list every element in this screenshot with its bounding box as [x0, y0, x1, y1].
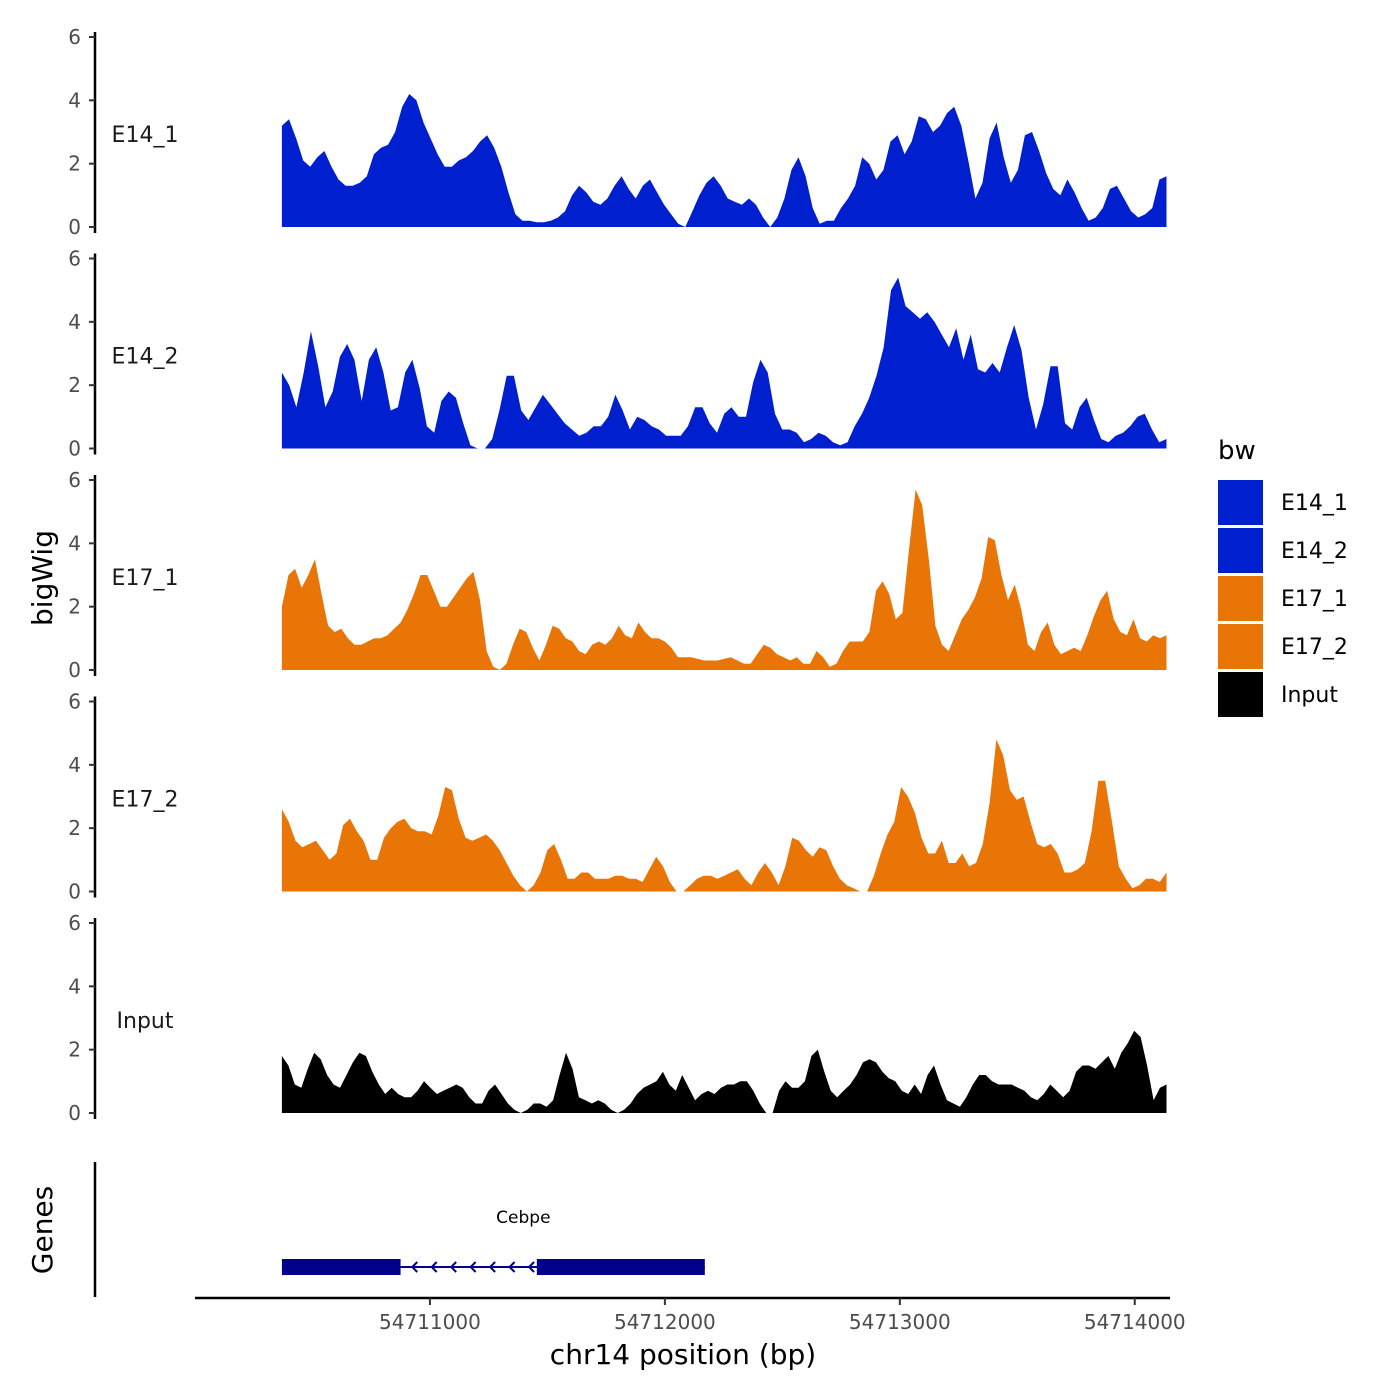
gene-exon — [536, 1259, 705, 1275]
track-label: E14_1 — [112, 123, 179, 148]
legend-label: E14_1 — [1281, 491, 1348, 516]
gene-panel: Cebpe — [93, 1162, 705, 1297]
signal-area — [281, 94, 1167, 227]
strand-arrow — [449, 1261, 457, 1273]
y-tick-label: 0 — [68, 1101, 81, 1125]
y-tick-label: 4 — [68, 310, 81, 334]
y-tick-label: 4 — [68, 531, 81, 555]
strand-arrow — [488, 1261, 496, 1273]
y-tick-label: 6 — [68, 25, 81, 49]
x-tick-label: 54713000 — [849, 1310, 951, 1334]
legend-swatch — [1218, 528, 1263, 573]
y-tick-label: 6 — [68, 468, 81, 492]
strand-arrow — [527, 1261, 535, 1273]
gene-name-label: Cebpe — [496, 1208, 550, 1228]
track-e14-1: 0 2 4 6 E14_1 — [68, 25, 1167, 239]
track-label: E14_2 — [112, 345, 179, 370]
y-tick-label: 6 — [68, 247, 81, 271]
x-axis: 54711000 54712000 54713000 54714000 — [195, 1296, 1186, 1334]
legend-swatch — [1218, 672, 1263, 717]
legend: bw E14_1 E14_2 E17_1 E17_2 Input — [1218, 436, 1348, 717]
signal-area — [281, 489, 1167, 670]
genes-panel-title: Genes — [26, 1186, 59, 1274]
track-label: E17_2 — [112, 788, 179, 813]
y-tick-label: 6 — [68, 911, 81, 935]
strand-arrow — [430, 1261, 438, 1273]
x-axis-title: chr14 position (bp) — [550, 1338, 816, 1371]
x-tick-label: 54714000 — [1084, 1310, 1186, 1334]
legend-label: E14_2 — [1281, 539, 1348, 564]
strand-arrow — [410, 1261, 418, 1273]
y-axis-title: bigWig — [26, 530, 59, 626]
x-tick-label: 54711000 — [379, 1310, 481, 1334]
legend-swatch — [1218, 480, 1263, 525]
track-label: E17_1 — [112, 566, 179, 591]
signal-area — [281, 739, 1167, 892]
strand-arrow — [508, 1261, 516, 1273]
y-tick-label: 2 — [68, 816, 81, 840]
legend-swatch — [1218, 576, 1263, 621]
y-tick-label: 4 — [68, 974, 81, 998]
x-tick-label: 54712000 — [614, 1310, 716, 1334]
legend-label: E17_1 — [1281, 587, 1348, 612]
signal-area — [281, 277, 1167, 449]
y-tick-label: 4 — [68, 753, 81, 777]
legend-label: Input — [1281, 683, 1338, 708]
legend-title: bw — [1218, 436, 1256, 466]
y-tick-label: 0 — [68, 880, 81, 904]
gene-exon — [281, 1259, 401, 1275]
legend-swatch — [1218, 624, 1263, 669]
y-tick-label: 0 — [68, 658, 81, 682]
tracks-group: 0 2 4 6 E14_1 0 2 4 6 E14_2 0 2 4 6 E17_1 0 2 4 6 E17_2 0 2 4 6… — [68, 25, 1167, 1125]
track-label: Input — [117, 1009, 174, 1034]
legend-label: E17_2 — [1281, 635, 1348, 660]
y-tick-label: 6 — [68, 690, 81, 714]
track-e17-1: 0 2 4 6 E17_1 — [68, 468, 1167, 682]
y-tick-label: 0 — [68, 437, 81, 461]
y-tick-label: 2 — [68, 373, 81, 397]
y-tick-label: 2 — [68, 152, 81, 176]
strand-arrow — [469, 1261, 477, 1273]
y-tick-label: 2 — [68, 1038, 81, 1062]
track-input: 0 2 4 6 Input — [68, 911, 1167, 1125]
y-tick-label: 2 — [68, 595, 81, 619]
track-e14-2: 0 2 4 6 E14_2 — [68, 247, 1167, 461]
track-e17-2: 0 2 4 6 E17_2 — [68, 690, 1167, 904]
signal-area — [281, 1030, 1167, 1113]
y-tick-label: 0 — [68, 215, 81, 239]
y-tick-label: 4 — [68, 88, 81, 112]
